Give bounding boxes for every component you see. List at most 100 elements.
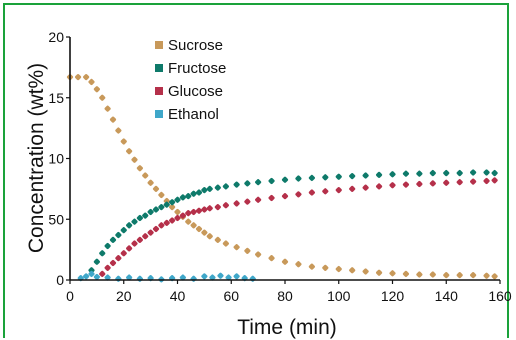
sucrose-point: [158, 191, 165, 199]
fructose-point: [190, 190, 197, 197]
fructose-point: [491, 170, 498, 177]
glucose-point: [99, 270, 106, 277]
legend-marker-sucrose: [155, 41, 163, 49]
fructose-point: [136, 214, 143, 222]
glucose-point: [402, 181, 409, 188]
fructose-point: [222, 183, 229, 190]
glucose-point: [222, 202, 229, 209]
sucrose-point: [152, 185, 160, 192]
sucrose-point: [389, 270, 396, 277]
fructose-point: [402, 170, 409, 177]
sucrose-point: [443, 272, 450, 279]
series-glucose: [99, 177, 498, 277]
sucrose-point: [174, 208, 181, 216]
sucrose-point: [136, 165, 143, 172]
sucrose-point: [131, 156, 138, 163]
legend-label-ethanol: Ethanol: [168, 106, 219, 123]
glucose-point: [136, 236, 143, 243]
sucrose-point: [185, 218, 192, 225]
glucose-point: [115, 255, 122, 262]
fructose-point: [362, 172, 369, 179]
glucose-point: [104, 264, 111, 271]
fructose-point: [268, 177, 275, 185]
ethanol-point: [233, 273, 240, 280]
fructose-point: [104, 242, 111, 250]
fructose-point: [483, 169, 490, 176]
fructose-point: [99, 250, 106, 257]
fructose-point: [416, 170, 423, 177]
legend-label-fructose: Fructose: [168, 60, 226, 77]
glucose-point: [362, 184, 369, 191]
sucrose-point: [88, 78, 95, 86]
glucose-point: [376, 183, 383, 190]
glucose-point: [470, 178, 477, 185]
x-tick-label: 160: [488, 288, 512, 304]
sucrose-point: [491, 273, 498, 280]
glucose-point: [335, 187, 342, 194]
fructose-point: [389, 171, 396, 178]
fructose-point: [152, 206, 160, 213]
x-tick-label: 20: [116, 288, 132, 304]
sucrose-point: [99, 94, 106, 101]
sucrose-point: [93, 86, 100, 93]
sucrose-point: [308, 263, 315, 270]
sucrose-point: [83, 74, 90, 81]
glucose-point: [131, 240, 138, 247]
glucose-point: [147, 229, 154, 236]
sucrose-point: [75, 74, 82, 81]
glucose-point: [142, 233, 149, 240]
fructose-point: [195, 189, 203, 196]
fructose-point: [470, 169, 477, 176]
legend-label-sucrose: Sucrose: [168, 37, 223, 54]
ethanol-point: [83, 273, 90, 280]
ethanol-point: [201, 273, 208, 280]
fructose-point: [163, 201, 170, 208]
fructose-point: [255, 179, 262, 186]
fructose-point: [206, 185, 213, 192]
fructose-point: [335, 173, 342, 180]
ethanol-point: [190, 275, 197, 282]
ethanol-point: [126, 274, 133, 281]
fructose-point: [349, 173, 356, 180]
fructose-point: [281, 176, 289, 183]
fructose-point: [93, 258, 100, 265]
ethanol-point: [115, 275, 122, 282]
y-tick-label: 50: [48, 211, 64, 227]
ethanol-point: [217, 272, 224, 279]
legend: Sucrose Fructose Glucose Ethanol: [155, 37, 226, 123]
fructose-point: [131, 218, 138, 225]
sucrose-point: [222, 240, 229, 247]
x-tick-label: 120: [381, 288, 405, 304]
sucrose-point: [483, 272, 490, 279]
x-tick-label: 80: [277, 288, 293, 304]
fructose-point: [214, 184, 221, 191]
fructose-point: [376, 171, 383, 178]
glucose-point: [214, 204, 221, 211]
x-tick-label: 140: [435, 288, 459, 304]
glucose-point: [163, 219, 170, 226]
glucose-point: [255, 196, 262, 203]
glucose-point: [244, 198, 251, 205]
ethanol-point: [88, 270, 95, 277]
sucrose-point: [115, 127, 122, 134]
sucrose-point: [295, 261, 302, 268]
glucose-point: [179, 212, 186, 219]
sucrose-point: [214, 236, 221, 243]
x-axis-title: Time (min): [237, 316, 337, 339]
ethanol-point: [249, 275, 256, 282]
sucrose-point: [429, 271, 436, 278]
x-tick-label: 40: [170, 288, 186, 304]
ethanol-point: [209, 274, 216, 281]
fructose-point: [201, 187, 208, 194]
y-axis-title: Concentration (wt%): [25, 63, 48, 253]
sucrose-point: [206, 233, 213, 240]
fructose-point: [142, 212, 149, 219]
fructose-point: [244, 180, 251, 187]
fructose-point: [185, 193, 192, 200]
glucose-point: [233, 200, 240, 207]
legend-marker-ethanol: [155, 110, 163, 118]
glucose-point: [491, 177, 498, 184]
legend-marker-fructose: [155, 64, 163, 72]
fructose-point: [174, 196, 181, 203]
glucose-point: [443, 179, 450, 186]
